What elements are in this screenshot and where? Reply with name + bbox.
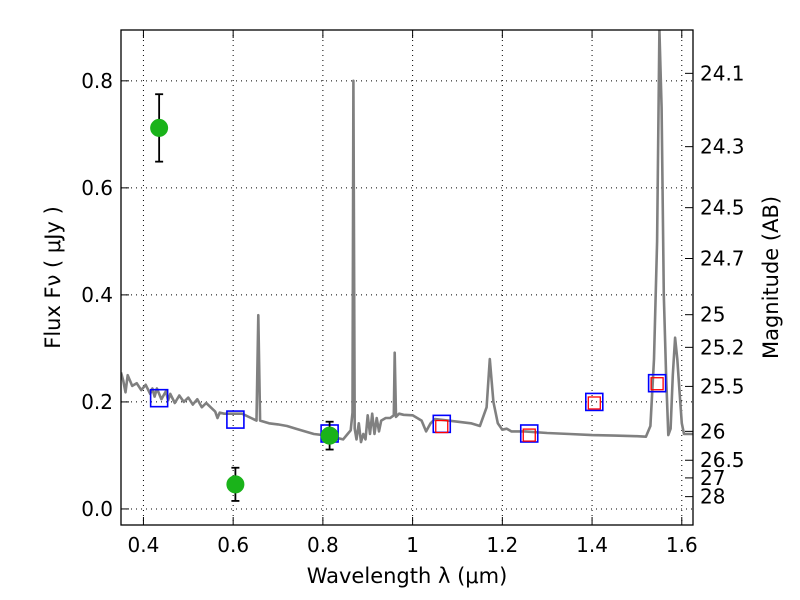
right-tick-label: 25 [700,303,725,327]
y-tick-label: 0.8 [81,69,113,93]
observed-photometry-marker [650,377,664,391]
plot-frame [120,29,694,526]
right-tick-label: 26 [700,419,725,443]
detection-point [150,118,169,137]
y-axis-label: Flux Fν ( μJy ) [41,206,65,349]
x-tick-label: 1 [406,533,419,557]
model-photometry-marker [647,373,667,393]
right-tick-label: 25.5 [700,374,745,398]
right-tick-label: 24.1 [700,61,745,85]
plot-content [121,30,693,502]
x-tick-label: 0.6 [217,533,249,557]
model-spectrum-line [121,30,693,444]
model-photometry-marker [149,388,169,408]
y-tick-label: 0.0 [81,497,113,521]
x-axis-label: Wavelength λ (μm) [307,564,508,588]
grid-lines [121,30,693,525]
right-tick-label: 28 [700,485,725,509]
observed-photometry-marker [587,396,601,410]
detection-point [320,426,339,445]
x-tick-label: 0.8 [307,533,339,557]
observed-photometry-marker [435,419,449,434]
right-tick-label: 27 [700,466,725,490]
right-tick-label: 24.7 [700,247,745,271]
detection-point [226,475,245,494]
model-photometry-marker [226,410,245,429]
right-tick-label: 24.5 [700,196,745,220]
right-axis-label: Magnitude (AB) [759,196,783,359]
x-tick-label: 1.2 [486,533,518,557]
y-tick-label: 0.4 [81,283,113,307]
x-tick-label: 1.4 [576,533,608,557]
x-tick-label: 0.4 [128,533,160,557]
y-tick-label: 0.6 [81,176,113,200]
right-tick-label: 26.5 [700,448,745,472]
x-tick-label: 1.6 [666,533,698,557]
model-photometry-marker [585,392,604,412]
y-tick-label: 0.2 [81,390,113,414]
right-tick-label: 24.3 [700,135,745,159]
observed-photometry-marker [522,428,536,442]
axis-ticks: 0.4 0.6 0.8 1 1.2 1.4 1.6 0.0 0.2 0.4 0.6 0.8 24.1 24… [81,30,745,557]
right-tick-label: 25.2 [700,335,745,359]
model-photometry-marker [519,424,539,443]
